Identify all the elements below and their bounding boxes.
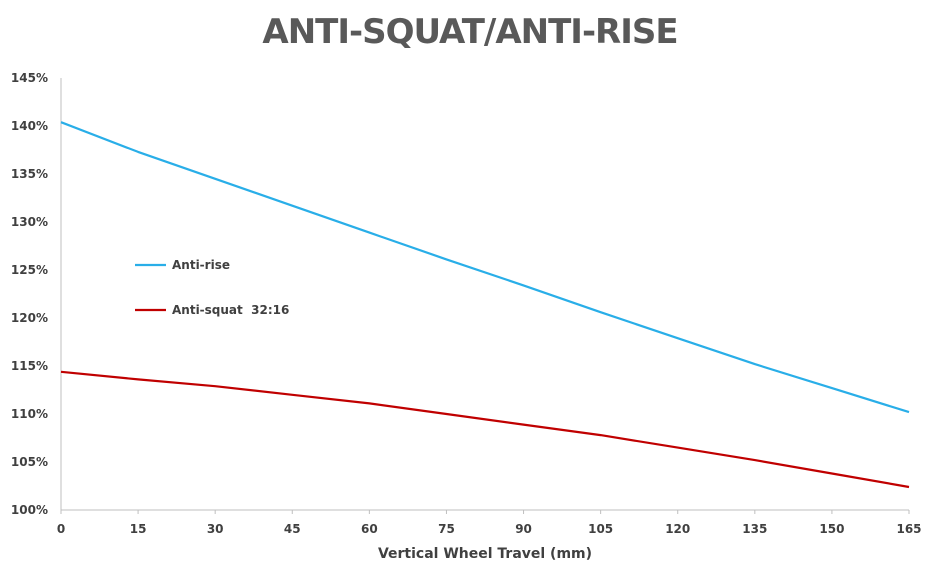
y-tick-label: 145% — [11, 71, 48, 85]
x-tick-label: 105 — [588, 522, 613, 536]
series-0-point — [60, 121, 62, 123]
legend-label-0: Anti-rise — [172, 258, 230, 272]
series-1-point — [60, 371, 62, 373]
series-0-point — [291, 205, 293, 207]
series-0-point — [831, 387, 833, 389]
legend-label-1: Anti-squat 32:16 — [172, 303, 289, 317]
y-tick-label: 105% — [11, 455, 48, 469]
x-tick-label: 45 — [284, 522, 301, 536]
series-0-point — [523, 284, 525, 286]
series-layer — [60, 121, 910, 489]
series-1-point — [600, 434, 602, 436]
x-tick-label: 150 — [819, 522, 844, 536]
series-0-point — [137, 151, 139, 153]
series-0-point — [908, 411, 910, 413]
chart-title: ANTI-SQUAT/ANTI-RISE — [262, 12, 678, 52]
y-tick-label: 140% — [11, 119, 48, 133]
series-line-0 — [60, 121, 910, 414]
series-1-point — [445, 413, 447, 415]
series-1-point — [908, 486, 910, 488]
axes: 100% 105% 110% 115% 120% 125% 130% 135% 140% 145%… — [11, 71, 922, 536]
series-1-point — [831, 473, 833, 475]
y-tick-label: 130% — [11, 215, 48, 229]
legend: Anti-rise Anti-squat 32:16 — [135, 258, 289, 317]
series-line-1 — [60, 370, 910, 489]
series-0-point — [754, 363, 756, 365]
series-1-point — [291, 394, 293, 396]
x-tick-label: 60 — [361, 522, 378, 536]
x-tick-label: 75 — [438, 522, 455, 536]
x-tick-label: 90 — [515, 522, 532, 536]
x-tick-label: 120 — [665, 522, 690, 536]
series-1-point — [754, 459, 756, 461]
y-tick-label: 125% — [11, 263, 48, 277]
series-0-point — [368, 232, 370, 234]
series-1-point — [137, 378, 139, 380]
x-tick-label: 0 — [57, 522, 65, 536]
y-tick-label: 110% — [11, 407, 48, 421]
series-0-point — [677, 337, 679, 339]
series-1-point — [214, 385, 216, 387]
x-tick-label: 30 — [207, 522, 224, 536]
y-tick-label: 100% — [11, 503, 48, 517]
series-1-point — [523, 424, 525, 426]
series-0-point — [600, 311, 602, 313]
series-0-point — [445, 258, 447, 260]
x-tick-label: 165 — [896, 522, 921, 536]
y-tick-label: 135% — [11, 167, 48, 181]
x-tick-label: 135 — [742, 522, 767, 536]
y-tick-label: 120% — [11, 311, 48, 325]
series-1-point — [677, 447, 679, 449]
x-axis-title: Vertical Wheel Travel (mm) — [378, 546, 592, 562]
series-1-point — [368, 402, 370, 404]
series-0-point — [214, 178, 216, 180]
x-tick-label: 15 — [130, 522, 147, 536]
y-tick-label: 115% — [11, 359, 48, 373]
